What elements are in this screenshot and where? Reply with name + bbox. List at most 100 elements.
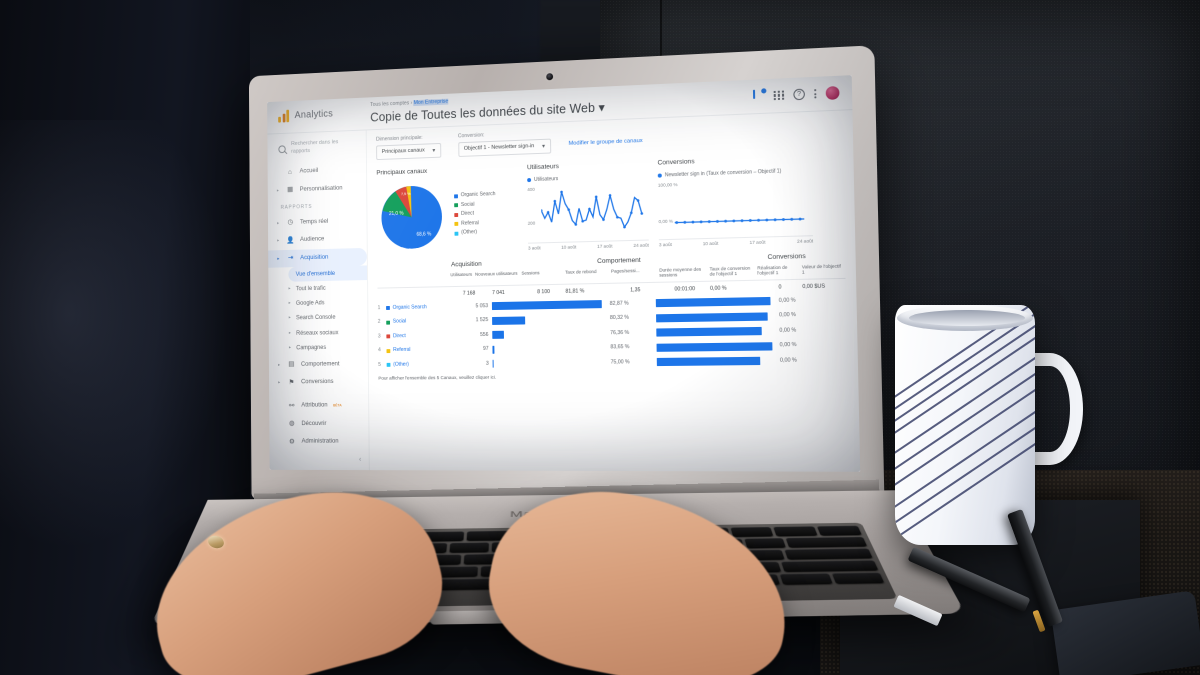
row-index: 4	[378, 347, 381, 354]
sidebar-bottom: ⚯ Attribution BÊTA ◍ Découvrir	[269, 397, 369, 470]
dashboard-icon: ▦	[287, 186, 294, 194]
col-nouveaux-utilisateurs[interactable]: Nouveaux utilisateurs	[474, 270, 518, 277]
sidebar-item-label: Temps réel	[299, 217, 329, 226]
sidebar-subitem-search-console[interactable]: ▸ Search Console	[269, 310, 368, 326]
primary-dimension-value: Principaux canaux	[381, 147, 425, 155]
sidebar-item-audience[interactable]: ▸ 👤 Audience	[268, 230, 367, 251]
chevron-right-icon: ▸	[278, 379, 281, 385]
conversion-control: Conversion: Objectif 1 - Newsletter sign…	[458, 130, 552, 158]
more-options-icon[interactable]	[814, 88, 817, 99]
users-bar	[492, 315, 602, 325]
channel-cell: 3 Direct	[378, 332, 452, 340]
home-icon: ⌂	[287, 168, 292, 176]
sidebar-subitem-vue-densemble[interactable]: Vue d'ensemble	[288, 265, 368, 283]
edit-channel-group-link[interactable]: Modifier le groupe de canaux	[568, 137, 643, 147]
conversions-x-axis: 3 août 10 août 17 août 24 août	[658, 234, 814, 249]
col-utilisateurs[interactable]: Utilisateurs	[450, 271, 473, 278]
mug-stripe-pattern	[895, 305, 1035, 545]
search-input[interactable]: Rechercher dans les rapports	[267, 134, 366, 164]
cell-bounce: 80,32 %	[609, 314, 630, 322]
behavior-icon: ▤	[288, 361, 295, 369]
sidebar-item-label: Comportement	[300, 360, 340, 368]
conversion-select[interactable]: Objectif 1 - Newsletter sign-in ▾	[458, 138, 552, 158]
breadcrumb-account[interactable]: Mon Entreprise	[413, 98, 449, 107]
cell-conv: 0,00 %	[778, 297, 796, 304]
legend-item[interactable]: Referral	[454, 219, 495, 227]
users-bar	[492, 359, 603, 368]
channel-label[interactable]: Referral	[393, 346, 411, 354]
table-footnote[interactable]: Pour afficher l'ensemble des 5 Canaux, v…	[378, 376, 497, 382]
total-taux-conv: 0,00 %	[710, 285, 727, 292]
cell-users: 5 053	[475, 302, 489, 309]
primary-dimension-select[interactable]: Principaux canaux ▾	[376, 142, 442, 161]
sidebar-item-comportement[interactable]: ▸ ▤ Comportement	[269, 355, 368, 374]
users-legend[interactable]: Utilisateurs	[527, 173, 648, 184]
help-icon[interactable]: ?	[793, 88, 805, 101]
cell-bounce: 83,65 %	[610, 344, 630, 351]
x-tick: 10 août	[702, 240, 719, 246]
analytics-logo[interactable]: Analytics	[267, 98, 366, 124]
row-index: 3	[377, 333, 381, 340]
chevron-right-icon: ▸	[278, 362, 281, 367]
avatar[interactable]	[825, 86, 840, 100]
col-sessions[interactable]: Sessions	[521, 270, 540, 276]
legend-item[interactable]: Direct	[454, 210, 495, 218]
cell-bounce: 76,36 %	[610, 329, 630, 336]
legend-label: Organic Search	[460, 191, 496, 199]
channel-cell: 2 Social	[378, 318, 452, 326]
legend-item[interactable]: Social	[454, 201, 495, 209]
chevron-right-icon: ▸	[288, 329, 291, 335]
sidebar-item-conversions[interactable]: ▸ ⚑ Conversions	[269, 373, 368, 392]
sidebar-item-personnalisation[interactable]: ▸ ▦ Personnalisation	[268, 178, 367, 199]
legend-label: (Other)	[461, 229, 478, 236]
collapse-sidebar-button[interactable]: ‹	[359, 455, 362, 463]
col-realisation-objectif[interactable]: Réalisation de l'objectif 1	[757, 264, 788, 276]
sidebar-item-acquisition[interactable]: ▸ ⇥ Acquisition	[268, 247, 367, 268]
col-valeur-objectif[interactable]: Valeur de l'objectif 1	[801, 263, 841, 276]
total-realisation: 0	[778, 284, 782, 291]
sidebar-subitem-campagnes[interactable]: ▸ Campagnes	[269, 340, 368, 356]
total-duree: 00:01:00	[674, 285, 696, 293]
conversions-line-svg[interactable]	[674, 180, 807, 235]
chevron-down-icon: ▾	[432, 147, 436, 154]
sidebar-item-decouvrir[interactable]: ◍ Découvrir	[269, 415, 368, 433]
pie-chart-svg[interactable]: 68,6 % 21,0 % 7,5 %	[376, 180, 447, 254]
cell-users: 556	[480, 331, 489, 338]
col-taux-de-rebond[interactable]: Taux de rebond	[565, 268, 597, 275]
legend-dot-icon	[657, 173, 662, 179]
col-duree-moyenne[interactable]: Durée moyenne des sessions	[659, 266, 702, 279]
cell-conv: 0,00 %	[779, 341, 797, 349]
row-index: 2	[377, 318, 381, 325]
x-tick: 10 août	[561, 244, 577, 250]
sidebar-item-label: Administration	[301, 437, 339, 445]
cell-conv: 0,00 %	[779, 356, 797, 364]
channel-label[interactable]: Direct	[392, 332, 406, 339]
notifications-button[interactable]	[753, 88, 767, 102]
laptop-lid: Analytics Tous les comptes › Mon Entrepr…	[248, 45, 885, 504]
total-utilisateurs: 7 168	[462, 290, 476, 297]
col-pages-session[interactable]: Pages/sessi...	[610, 267, 640, 274]
screen-bezel: Analytics Tous les comptes › Mon Entrepr…	[267, 75, 861, 472]
channel-label[interactable]: (Other)	[393, 361, 409, 368]
pie-chart-body: 68,6 % 21,0 % 7,5 % Organic Search Socia…	[376, 178, 518, 255]
sidebar-item-administration[interactable]: ⚙ Administration	[269, 433, 368, 451]
chevron-down-icon[interactable]: ▾	[598, 100, 605, 116]
x-tick: 3 août	[658, 241, 672, 248]
sidebar-item-attribution[interactable]: ⚯ Attribution BÊTA	[269, 397, 368, 415]
channel-label[interactable]: Organic Search	[392, 303, 427, 311]
channel-label[interactable]: Social	[392, 318, 407, 325]
legend-label: Direct	[460, 210, 475, 218]
mug-rim	[897, 305, 1033, 331]
y-tick-200: 200	[527, 220, 536, 226]
users-line-svg[interactable]	[540, 185, 645, 238]
legend-label: Social	[460, 201, 475, 208]
col-taux-conversion[interactable]: Taux de conversion de l'objectif 1	[709, 265, 751, 277]
legend-label: Newsletter sign in (Taux de conversion –…	[664, 168, 782, 179]
legend-item[interactable]: Organic Search	[454, 192, 495, 200]
cell-users: 1 525	[475, 317, 489, 324]
apps-grid-icon[interactable]	[773, 90, 785, 101]
legend-item[interactable]: (Other)	[454, 229, 495, 237]
sidebar-subitem-reseaux-sociaux[interactable]: ▸ Réseaux sociaux	[269, 325, 368, 341]
analytics-bars-icon	[278, 109, 290, 123]
